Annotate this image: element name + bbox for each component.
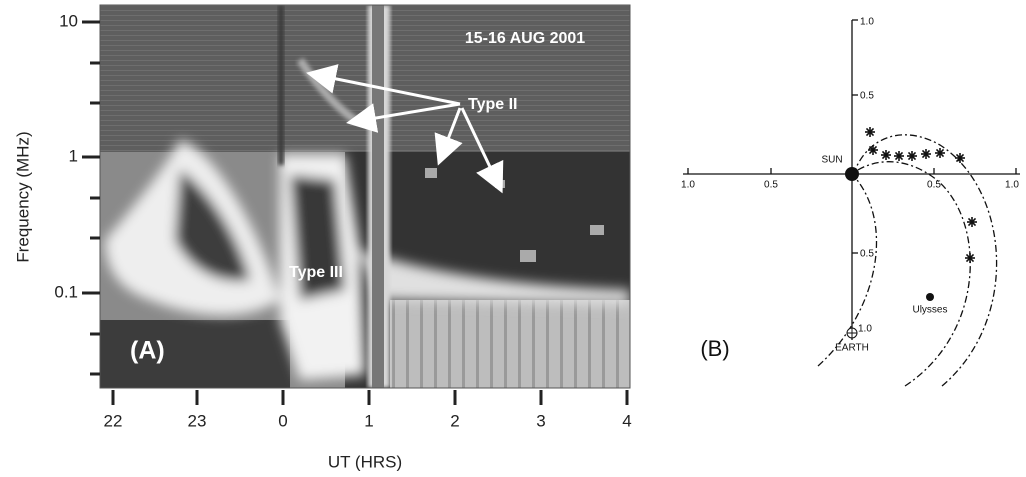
x-tick-label: 22 bbox=[104, 411, 123, 430]
arrows bbox=[306, 64, 504, 194]
ticks bbox=[82, 20, 629, 405]
y-tick-label: 0.5 bbox=[860, 91, 874, 102]
earth-label: EARTH bbox=[835, 343, 869, 354]
x-tick-label: 3 bbox=[536, 411, 545, 430]
x-tick-label: 1.0 bbox=[1005, 180, 1019, 191]
x-axis-label: UT (HRS) bbox=[328, 452, 402, 471]
spectrogram bbox=[100, 5, 630, 388]
panel-label: (A) bbox=[130, 337, 165, 365]
y-tick-label: 1 bbox=[69, 146, 78, 165]
sun bbox=[845, 167, 859, 181]
star-stroke bbox=[881, 150, 891, 160]
sun-label: SUN bbox=[821, 155, 842, 166]
star-stroke bbox=[967, 217, 977, 227]
ulysses bbox=[926, 293, 934, 301]
x-tick-label: 1.0 bbox=[681, 180, 695, 191]
star-stroke bbox=[907, 151, 917, 161]
x-tick-label: 0.5 bbox=[764, 180, 778, 191]
star-stroke bbox=[935, 148, 945, 158]
y-tick-label: 10 bbox=[59, 11, 78, 30]
type-ii-label: Type II bbox=[468, 96, 518, 113]
star-stroke bbox=[965, 253, 975, 263]
x-tick-labels: 22 23 0 1 2 3 4 bbox=[104, 411, 632, 430]
star-stroke bbox=[921, 149, 931, 159]
x-tick-label: 23 bbox=[188, 411, 207, 430]
y-tick-labels: 10 1 0.1 bbox=[54, 11, 78, 301]
y-tick-label: 1.0 bbox=[860, 17, 874, 28]
star-stroke bbox=[894, 151, 904, 161]
ulysses-label: Ulysses bbox=[912, 305, 947, 316]
x-tick-label: 0.5 bbox=[927, 180, 941, 191]
type-iii-label: Type III bbox=[289, 264, 343, 281]
date-label: 15-16 AUG 2001 bbox=[465, 30, 585, 47]
y-tick-label: 1.0 bbox=[858, 324, 872, 335]
stars bbox=[865, 127, 977, 263]
earth-cross bbox=[847, 328, 857, 338]
x-tick-label: 1 bbox=[364, 411, 373, 430]
x-tick-label: 4 bbox=[622, 411, 631, 430]
star-stroke bbox=[865, 127, 875, 137]
star-stroke bbox=[868, 145, 878, 155]
y-axis-label: Frequency (MHz) bbox=[13, 131, 32, 262]
y-tick-label: 0.5 bbox=[860, 249, 874, 260]
x-tick-label: 0 bbox=[278, 411, 287, 430]
y-tick-label: 0.1 bbox=[54, 282, 78, 301]
x-tick-label: 2 bbox=[450, 411, 459, 430]
panel-label: (B) bbox=[700, 336, 729, 361]
star-stroke bbox=[955, 153, 965, 163]
